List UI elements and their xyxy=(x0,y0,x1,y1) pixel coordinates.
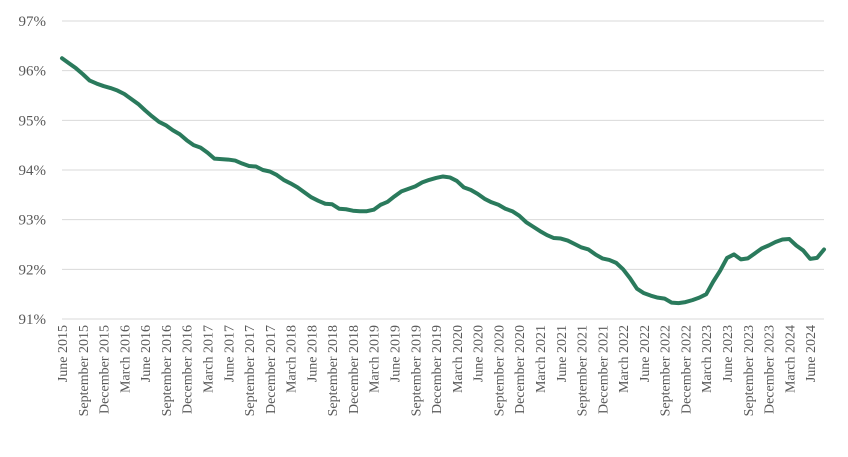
x-tick-label: December 2022 xyxy=(679,325,694,414)
x-tick-label: June 2018 xyxy=(305,325,320,382)
y-tick-label: 97% xyxy=(19,14,47,30)
y-tick-label: 94% xyxy=(19,163,47,179)
x-tick-label: September 2020 xyxy=(492,325,507,416)
x-tick-label: March 2019 xyxy=(368,325,383,393)
x-tick-label: June 2022 xyxy=(638,325,653,382)
x-tick-label: September 2017 xyxy=(243,325,258,416)
x-tick-label: June 2015 xyxy=(56,325,71,382)
x-tick-label: June 2021 xyxy=(555,325,570,382)
series-layer xyxy=(60,56,826,306)
x-tick-label: December 2021 xyxy=(596,325,611,414)
x-axis-ticks: June 2015 September 2015 December 2015 Marc… xyxy=(56,325,819,416)
x-tick-label: June 2020 xyxy=(472,325,487,382)
y-axis-ticks: 91% 92% 93% 94% 95% 96% 97% xyxy=(19,14,47,328)
y-tick-label: 92% xyxy=(19,262,47,278)
x-tick-label: December 2016 xyxy=(181,325,196,414)
x-tick-label: March 2017 xyxy=(201,325,216,393)
x-tick-label: March 2021 xyxy=(534,325,549,393)
y-tick-label: 96% xyxy=(19,64,47,80)
y-tick-label: 93% xyxy=(19,213,47,229)
x-tick-label: December 2020 xyxy=(513,325,528,414)
x-tick-label: December 2017 xyxy=(264,325,279,414)
x-tick-label: December 2023 xyxy=(763,325,778,414)
x-tick-label: March 2022 xyxy=(617,325,632,393)
x-tick-label: June 2023 xyxy=(721,325,736,382)
x-tick-label: December 2018 xyxy=(347,325,362,414)
y-tick-label: 91% xyxy=(19,312,47,328)
x-tick-label: March 2016 xyxy=(118,325,133,393)
gridlines xyxy=(62,20,824,320)
x-tick-label: June 2019 xyxy=(389,325,404,382)
x-tick-label: June 2016 xyxy=(139,325,154,382)
x-tick-label: March 2018 xyxy=(285,325,300,393)
series-line xyxy=(60,56,826,306)
x-tick-label: September 2019 xyxy=(409,325,424,416)
x-tick-label: September 2023 xyxy=(742,325,757,416)
x-tick-label: September 2021 xyxy=(576,325,591,416)
y-tick-label: 95% xyxy=(19,113,47,129)
x-tick-label: June 2024 xyxy=(804,325,819,382)
x-tick-label: September 2022 xyxy=(659,325,674,416)
x-tick-label: September 2016 xyxy=(160,325,175,416)
x-tick-label: December 2019 xyxy=(430,325,445,414)
x-tick-label: March 2023 xyxy=(700,325,715,393)
x-tick-label: March 2020 xyxy=(451,325,466,393)
x-tick-label: September 2015 xyxy=(77,325,92,416)
x-tick-label: March 2024 xyxy=(783,325,798,393)
x-tick-label: December 2015 xyxy=(98,325,113,414)
x-tick-label: June 2017 xyxy=(222,325,237,382)
x-tick-label: September 2018 xyxy=(326,325,341,416)
